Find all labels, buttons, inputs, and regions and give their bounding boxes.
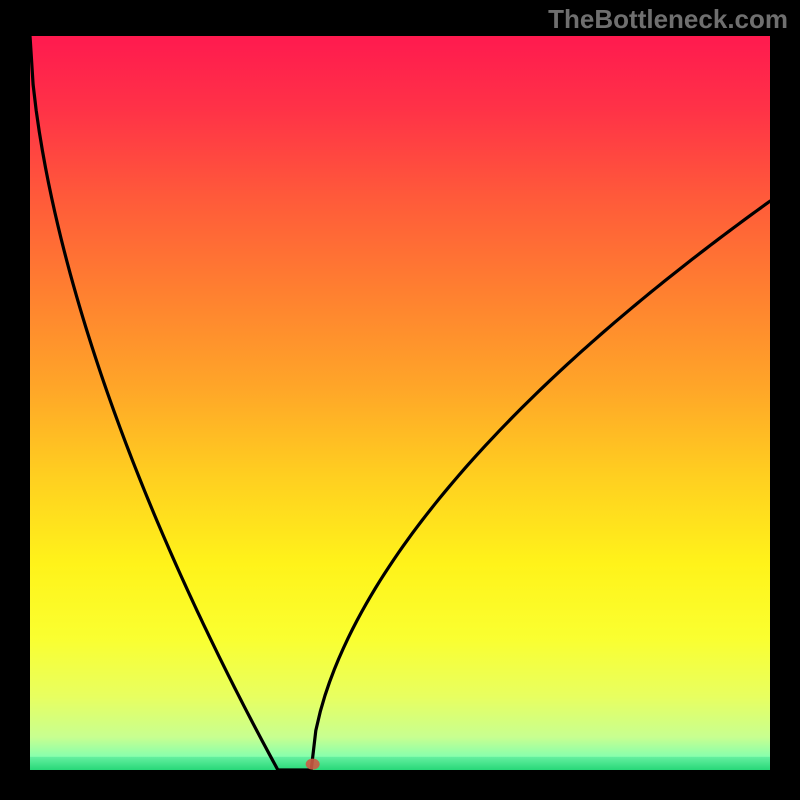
watermark-text: TheBottleneck.com — [548, 4, 788, 35]
plot-svg — [30, 36, 770, 770]
minimum-marker — [306, 759, 320, 770]
plot-area — [30, 36, 770, 770]
green-band — [30, 757, 770, 770]
gradient-background — [30, 36, 770, 770]
